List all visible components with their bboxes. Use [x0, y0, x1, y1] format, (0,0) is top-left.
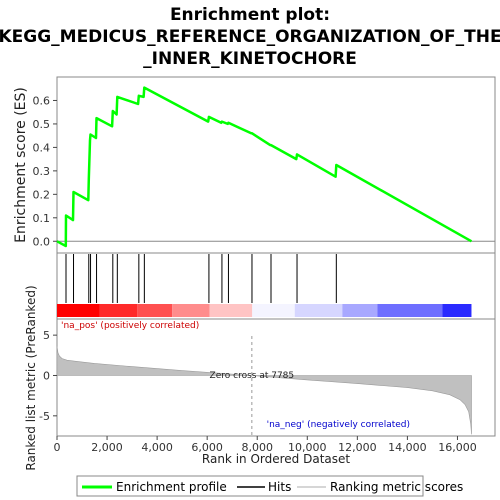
es-y-tick-label: 0.0 — [33, 235, 51, 248]
chart-title-line-1: Enrichment plot: — [170, 5, 330, 25]
es-y-tick-label: 0.1 — [33, 212, 51, 225]
legend-ranking-label: Ranking metric scores — [330, 480, 463, 494]
x-tick-label: 4,000 — [141, 441, 173, 454]
rank-color-segment — [137, 304, 173, 317]
ranking-metric-area — [56, 346, 472, 435]
x-tick-label: 10,000 — [288, 441, 327, 454]
chart-title-line-3: _INNER_KINETOCHORE — [143, 49, 357, 69]
ranked-y-tick-label: -5 — [39, 410, 50, 423]
es-y-tick-label: 0.3 — [33, 165, 51, 178]
rank-color-segment — [57, 304, 100, 317]
rank-color-segment — [342, 304, 378, 317]
x-tick-label: 6,000 — [191, 441, 223, 454]
legend-box — [76, 475, 424, 497]
x-tick-label: 14,000 — [388, 441, 427, 454]
x-tick-label: 0 — [54, 441, 61, 454]
rank-color-segment — [377, 304, 443, 317]
chart-title-line-2: KEGG_MEDICUS_REFERENCE_ORGANIZATION_OF_T… — [0, 27, 500, 47]
es-y-tick-label: 0.6 — [33, 94, 51, 107]
x-tick-label: 8,000 — [241, 441, 273, 454]
es-y-tick-label: 0.2 — [33, 188, 51, 201]
legend-enrichment-label: Enrichment profile — [116, 480, 227, 494]
rank-color-segment — [99, 304, 138, 317]
es-y-axis-label: Enrichment score (ES) — [13, 87, 29, 243]
x-tick-label: 12,000 — [338, 441, 377, 454]
enrichment-profile-line — [56, 86, 473, 248]
rank-color-segment — [252, 304, 295, 317]
positive-correlation-label: 'na_pos' (positively correlated) — [61, 321, 199, 331]
rank-color-segment — [294, 304, 343, 317]
zero-cross-label: Zero cross at 7785 — [210, 371, 295, 381]
es-panel-frame — [56, 76, 496, 254]
ranked-y-tick-label: 5 — [43, 329, 50, 342]
es-y-tick-label: 0.5 — [33, 118, 51, 131]
rank-color-segment — [209, 304, 253, 317]
x-tick-label: 16,000 — [438, 441, 477, 454]
x-tick-label: 2,000 — [91, 441, 123, 454]
legend-hits-label: Hits — [268, 480, 291, 494]
negative-correlation-label: 'na_neg' (negatively correlated) — [267, 420, 410, 430]
rank-color-segment — [442, 304, 472, 317]
x-axis-label: Rank in Ordered Dataset — [202, 452, 350, 466]
ranked-y-tick-label: 0 — [43, 369, 50, 382]
ranked-y-axis-label: Ranked list metric (PreRanked) — [24, 285, 38, 470]
es-y-tick-label: 0.4 — [33, 141, 51, 154]
rank-color-segment — [172, 304, 210, 317]
